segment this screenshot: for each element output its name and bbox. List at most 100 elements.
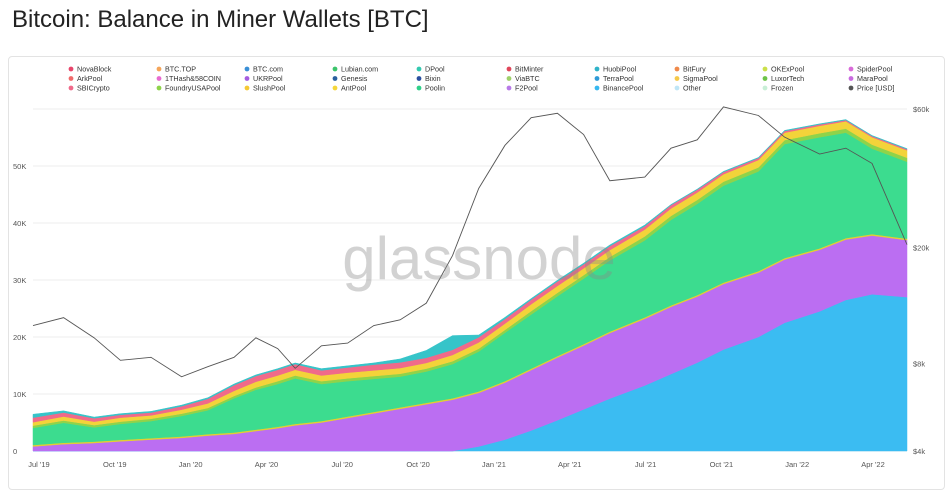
legend-swatch	[506, 66, 512, 72]
legend-item[interactable]: TerraPool	[594, 74, 635, 83]
legend-item[interactable]: AntPool	[332, 84, 367, 93]
legend-item[interactable]: ArkPool	[68, 74, 103, 83]
legend-item[interactable]: Other	[674, 84, 702, 93]
legend-item[interactable]: F2Pool	[506, 84, 539, 93]
y-right-tick-label: $20k	[913, 244, 930, 253]
y-tick-label: 40K	[13, 219, 26, 228]
legend-item[interactable]: BitFury	[674, 65, 707, 74]
legend-label: AntPool	[341, 84, 367, 93]
legend-label: NovaBlock	[77, 65, 112, 74]
legend-label: SBICrypto	[77, 84, 110, 93]
legend-label: FoundryUSAPool	[165, 84, 221, 93]
legend-swatch	[416, 66, 422, 72]
legend-swatch	[332, 76, 338, 81]
chart-canvas: NovaBlock BTC.TOP BTC.com Lubian.com DPool Bi…	[13, 65, 930, 470]
legend-label: 1THash&58COIN	[165, 74, 221, 83]
legend-label: UKRPool	[253, 74, 283, 83]
y-tick-label: 0	[13, 447, 17, 456]
legend-label: ArkPool	[77, 74, 103, 83]
legend-swatch	[848, 66, 854, 72]
legend-swatch	[848, 85, 854, 91]
legend-label: Other	[683, 84, 702, 93]
legend-label: BitFury	[683, 65, 706, 74]
x-tick-label: Oct '21	[710, 460, 734, 469]
chart-legend: NovaBlock BTC.TOP BTC.com Lubian.com DPool Bi…	[68, 65, 895, 93]
legend-item[interactable]: BTC.TOP	[156, 65, 197, 74]
y-right-tick-label: $8k	[913, 359, 925, 368]
legend-item[interactable]: BitMinter	[506, 65, 544, 74]
x-tick-label: Jan '20	[179, 460, 203, 469]
y-tick-label: 20K	[13, 333, 26, 342]
y-tick-label: 50K	[13, 162, 26, 171]
legend-swatch	[244, 85, 250, 91]
legend-swatch	[674, 66, 680, 72]
legend-item[interactable]: SpiderPool	[848, 65, 893, 74]
legend-swatch	[416, 76, 422, 81]
legend-label: LuxorTech	[771, 74, 804, 83]
chart-areas	[32, 119, 908, 452]
legend-item[interactable]: Bixin	[416, 74, 441, 83]
legend-label: BitMinter	[515, 65, 544, 74]
legend-item[interactable]: Genesis	[332, 74, 368, 83]
legend-item[interactable]: BTC.com	[244, 65, 283, 74]
x-tick-label: Oct '20	[406, 460, 430, 469]
legend-swatch	[674, 85, 680, 91]
legend-item[interactable]: FoundryUSAPool	[156, 84, 221, 93]
legend-item[interactable]: Frozen	[762, 84, 794, 93]
legend-item[interactable]: SlushPool	[244, 84, 286, 93]
legend-swatch	[156, 85, 162, 91]
legend-swatch	[848, 76, 854, 81]
y-axis-left: 0 10K 20K 30K 40K 50K	[13, 162, 26, 456]
legend-label: ViaBTC	[515, 74, 540, 83]
legend-item[interactable]: NovaBlock	[68, 65, 112, 74]
legend-label: SlushPool	[253, 84, 286, 93]
legend-swatch	[594, 85, 600, 91]
price-line-group	[32, 106, 908, 378]
x-tick-label: Apr '22	[861, 460, 885, 469]
legend-label: Price [USD]	[857, 84, 895, 93]
legend-swatch	[244, 66, 250, 72]
y-tick-label: 30K	[13, 276, 26, 285]
y-right-tick-label: $60k	[913, 105, 930, 114]
legend-item[interactable]: BinancePool	[594, 84, 644, 93]
legend-item[interactable]: Poolin	[416, 84, 445, 93]
legend-label: DPool	[425, 65, 445, 74]
legend-swatch	[244, 76, 250, 81]
legend-item[interactable]: SigmaPool	[674, 74, 719, 83]
legend-swatch	[506, 85, 512, 91]
x-tick-label: Apr '21	[558, 460, 582, 469]
legend-item[interactable]: LuxorTech	[762, 74, 805, 83]
legend-item[interactable]: DPool	[416, 65, 445, 74]
legend-label: Poolin	[425, 84, 445, 93]
legend-swatch	[68, 76, 74, 81]
legend-swatch	[506, 76, 512, 81]
legend-item[interactable]: OKExPool	[762, 65, 805, 74]
x-tick-label: Oct '19	[103, 460, 127, 469]
legend-label: BinancePool	[603, 84, 644, 93]
x-tick-label: Jul '19	[28, 460, 49, 469]
chart-card: NovaBlock BTC.TOP BTC.com Lubian.com DPool Bi…	[8, 56, 945, 490]
x-axis: Jul '19 Oct '19 Jan '20 Apr '20 Jul '20 Oct '…	[28, 460, 884, 469]
legend-item[interactable]: Lubian.com	[332, 65, 379, 74]
legend-item[interactable]: HuobiPool	[594, 65, 637, 74]
legend-label: F2Pool	[515, 84, 538, 93]
legend-item[interactable]: 1THash&58COIN	[156, 74, 221, 83]
legend-swatch	[674, 76, 680, 81]
area-series	[32, 119, 908, 419]
legend-swatch	[68, 85, 74, 91]
legend-swatch	[156, 66, 162, 72]
legend-item[interactable]: MaraPool	[848, 74, 889, 83]
legend-item[interactable]: ViaBTC	[506, 74, 540, 83]
x-tick-label: Apr '20	[255, 460, 279, 469]
legend-item[interactable]: Price [USD]	[848, 84, 895, 93]
y-axis-right: $4k $8k $20k $60k	[913, 105, 930, 456]
legend-label: Genesis	[341, 74, 368, 83]
legend-label: Frozen	[771, 84, 793, 93]
legend-swatch	[594, 66, 600, 72]
legend-swatch	[156, 76, 162, 81]
legend-swatch	[762, 85, 768, 91]
legend-item[interactable]: SBICrypto	[68, 84, 110, 93]
legend-swatch	[762, 76, 768, 81]
legend-item[interactable]: UKRPool	[244, 74, 283, 83]
y-tick-label: 10K	[13, 390, 26, 399]
